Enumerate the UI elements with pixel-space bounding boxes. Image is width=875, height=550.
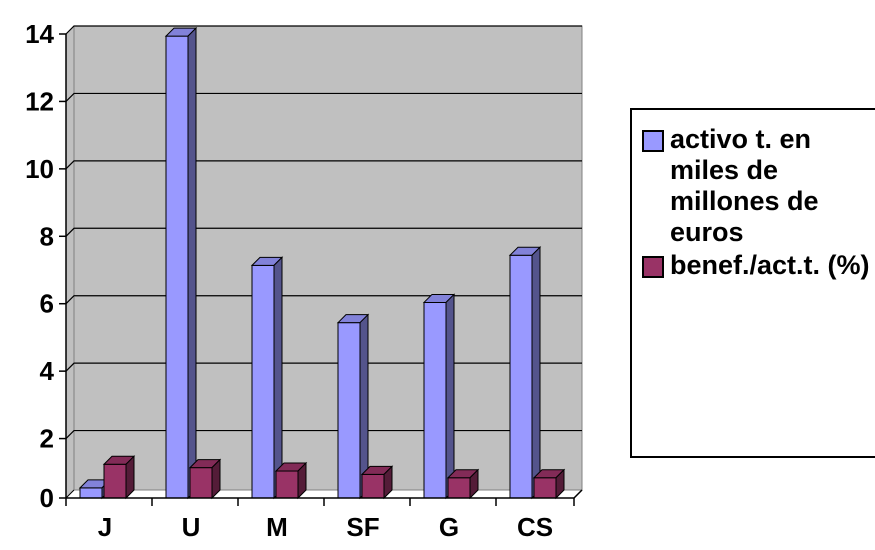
legend-label-benef: benef./act.t. (%) — [670, 250, 870, 280]
legend-swatch-activo — [642, 130, 664, 152]
y-tick-label: 0 — [40, 483, 54, 513]
legend-item-benef: benef./act.t. (%) — [642, 250, 875, 281]
x-category-label-CS: CS — [517, 512, 553, 542]
y-tick-label: 12 — [25, 86, 54, 116]
y-tick-label: 6 — [40, 289, 54, 319]
x-category-label-SF: SF — [346, 512, 379, 542]
bar-benef-J — [102, 455, 136, 500]
y-tick-label: 2 — [40, 424, 54, 454]
x-category-label-J: J — [98, 512, 112, 542]
legend-swatch-benef — [642, 256, 664, 278]
gridline — [65, 429, 582, 439]
floor-edge — [65, 489, 75, 499]
gridlines — [65, 25, 582, 439]
x-axis-line — [66, 489, 583, 499]
legend-item-activo: activo t. en miles de millones de euros — [642, 124, 875, 248]
bar-activo-M — [250, 256, 284, 500]
gridline — [65, 295, 582, 305]
y-tick-label: 8 — [40, 221, 54, 251]
y-tick-label: 10 — [25, 154, 54, 184]
bar-benef-CS — [532, 468, 566, 500]
legend-label-activo: activo t. en miles de millones de euros — [670, 124, 819, 247]
bar-activo-CS — [508, 246, 542, 500]
bar-series — [78, 26, 566, 500]
bar-benef-M — [274, 461, 308, 500]
gridline — [65, 25, 582, 35]
bar-benef-G — [446, 468, 480, 500]
gridline — [65, 227, 582, 237]
y-tick-label: 14 — [25, 19, 54, 49]
bar-benef-SF — [360, 465, 394, 500]
gridline — [65, 92, 582, 102]
plot-area — [66, 25, 583, 498]
x-axis-categories: J U M SF G CS — [65, 498, 575, 542]
y-tick-label: 4 — [40, 356, 55, 386]
legend: activo t. en miles de millones de euros … — [630, 108, 875, 458]
bar-benef-U — [188, 458, 222, 500]
plot-back-wall — [73, 25, 583, 491]
x-category-label-M: M — [266, 512, 288, 542]
gridline — [65, 362, 582, 372]
bar-activo-G — [422, 293, 456, 500]
x-category-label-G: G — [439, 512, 459, 542]
bar-activo-SF — [336, 313, 370, 500]
gridline — [65, 160, 582, 170]
x-category-label-U: U — [182, 512, 201, 542]
bar-activo-U — [164, 26, 198, 500]
y-axis-ticks: 0 2 4 6 8 10 12 14 — [25, 19, 66, 513]
